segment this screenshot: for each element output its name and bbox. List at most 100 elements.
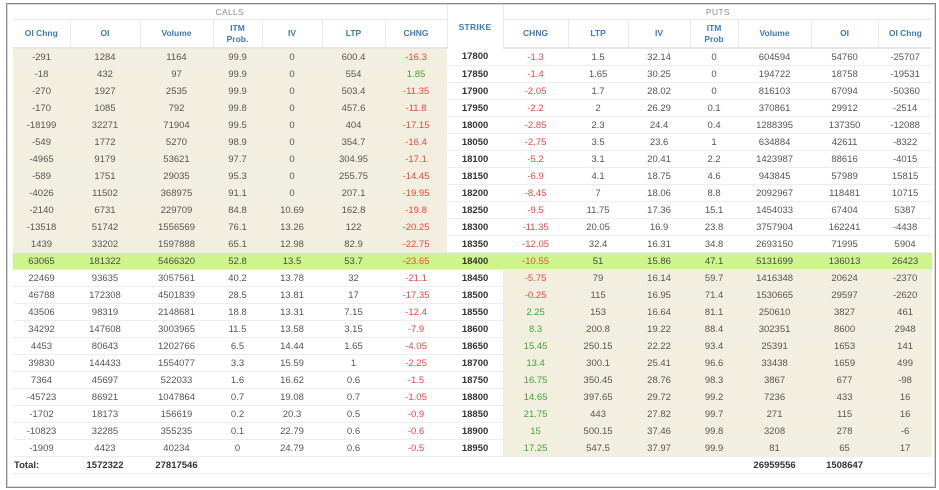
column-header-put-oi[interactable]: OI bbox=[811, 19, 879, 49]
table-row[interactable]: 22469 93635 3057561 40.2 13.78 32 -21.1 18450 -5… bbox=[13, 269, 933, 287]
column-header-put-oi-chng[interactable]: OI Chng bbox=[878, 19, 933, 49]
call-oi-cell: 11502 bbox=[70, 184, 140, 202]
call-oi-cell: 6731 bbox=[70, 201, 140, 219]
put-chng-cell: -10.55 bbox=[503, 252, 569, 270]
table-row[interactable]: -170 1085 792 99.8 0 457.6 -11.8 17950 -2.2 2 26.2… bbox=[13, 99, 933, 117]
empty-cell bbox=[878, 456, 933, 474]
table-row[interactable]: 7364 45697 522033 1.6 16.62 0.6 -1.5 18750 16.75… bbox=[13, 371, 933, 389]
column-header-call-chng[interactable]: CHNG bbox=[385, 19, 448, 49]
strike-cell: 18700 bbox=[447, 354, 504, 372]
table-row[interactable]: -13518 51742 1556569 76.1 13.26 122 -20.25 1830… bbox=[13, 218, 933, 236]
put-itm-prob-cell: 8.8 bbox=[690, 184, 739, 202]
strike-cell: 18600 bbox=[447, 320, 504, 338]
put-chng-cell: 16.75 bbox=[503, 371, 569, 389]
put-ltp-cell: 32.4 bbox=[568, 235, 629, 253]
table-row[interactable]: 1439 33202 1597888 65.1 12.98 82.9 -22.75 18350… bbox=[13, 235, 933, 253]
column-header-strike[interactable]: STRIKE bbox=[446, 5, 504, 48]
table-row[interactable]: -270 1927 2535 99.9 0 503.4 -11.35 17900 -2.05 1.… bbox=[13, 82, 933, 100]
column-header-call-itm-prob[interactable]: ITM Prob. bbox=[213, 19, 263, 49]
table-row[interactable]: -549 1772 5270 98.9 0 354.7 -16.4 18050 -2.75 3.5… bbox=[13, 133, 933, 151]
column-header-put-volume[interactable]: Volume bbox=[738, 19, 812, 49]
column-header-call-ltp[interactable]: LTP bbox=[322, 19, 386, 49]
table-row[interactable]: -4026 11502 368975 91.1 0 207.1 -19.95 18200 -8.… bbox=[13, 184, 933, 202]
call-oi-chng-cell: 7364 bbox=[13, 371, 70, 389]
table-row[interactable]: -18 432 97 99.9 0 554 1.85 17850 -1.4 1.65 30.25 0 1… bbox=[13, 65, 933, 83]
table-row[interactable]: -10823 32285 355235 0.1 22.79 0.6 -0.6 18900 15 5… bbox=[13, 422, 933, 440]
put-volume-cell: 271 bbox=[738, 405, 812, 423]
column-header-call-volume[interactable]: Volume bbox=[140, 19, 214, 49]
table-row[interactable]: 34292 147608 3003965 11.5 13.58 3.15 -7.9 18600… bbox=[13, 320, 933, 338]
call-chng-cell: -11.35 bbox=[385, 82, 448, 100]
put-itm-prob-cell: 99.7 bbox=[690, 405, 739, 423]
call-chng-cell: -0.9 bbox=[385, 405, 448, 423]
put-volume-cell: 194722 bbox=[738, 65, 812, 83]
column-header-put-itm-prob[interactable]: ITM Prob bbox=[690, 19, 739, 49]
call-iv-cell: 19.08 bbox=[262, 388, 322, 406]
call-ltp-cell: 0.7 bbox=[322, 388, 385, 406]
put-oi-chng-cell: 499 bbox=[878, 354, 933, 372]
put-oi-chng-cell: 26423 bbox=[878, 252, 933, 270]
call-oi-chng-cell: -170 bbox=[13, 99, 70, 117]
call-volume-cell: 40234 bbox=[140, 439, 213, 457]
call-iv-cell: 12.98 bbox=[262, 235, 322, 253]
call-volume-cell: 97 bbox=[140, 65, 213, 83]
put-oi-chng-cell: 16 bbox=[878, 388, 933, 406]
put-oi-cell: 18758 bbox=[811, 65, 879, 83]
call-chng-cell: -0.5 bbox=[385, 439, 448, 457]
table-row[interactable]: -589 1751 29035 95.3 0 255.75 -14.45 18150 -6.9 4… bbox=[13, 167, 933, 185]
put-itm-prob-cell: 99.8 bbox=[690, 422, 739, 440]
table-row[interactable]: -1702 18173 156619 0.2 20.3 0.5 -0.9 18850 21.75… bbox=[13, 405, 933, 423]
total-call-volume: 27817546 bbox=[140, 456, 213, 474]
call-chng-cell: -0.6 bbox=[385, 422, 448, 440]
put-iv-cell: 15.86 bbox=[628, 252, 691, 270]
table-row[interactable]: -2140 6731 229709 84.8 10.69 162.8 -19.8 18250-… bbox=[13, 201, 933, 219]
strike-cell: 18750 bbox=[447, 371, 504, 389]
put-ltp-cell: 3.5 bbox=[568, 133, 629, 151]
put-oi-cell: 278 bbox=[811, 422, 879, 440]
column-header-call-oi[interactable]: OI bbox=[70, 19, 141, 49]
call-itm-prob-cell: 76.1 bbox=[213, 218, 262, 236]
call-ltp-cell: 600.4 bbox=[322, 48, 385, 66]
column-header-put-ltp[interactable]: LTP bbox=[568, 19, 629, 49]
table-row[interactable]: -45723 86921 1047864 0.7 19.08 0.7 -1.05 18800 1… bbox=[13, 388, 933, 406]
put-iv-cell: 20.41 bbox=[628, 150, 691, 168]
table-row[interactable]: 39830 144433 1554077 3.3 15.59 1 -2.25 18700 13.… bbox=[13, 354, 933, 372]
table-row[interactable]: -4965 9179 53621 97.7 0 304.95 -17.1 18100 -5.2 3… bbox=[13, 150, 933, 168]
table-row[interactable]: -18199 32271 71904 99.5 0 404 -17.15 18000 -2.85… bbox=[13, 116, 933, 134]
column-header-call-oi-chng[interactable]: OI Chng bbox=[13, 19, 71, 49]
table-row[interactable]: 63065 181322 5466320 52.8 13.5 53.7 -23.65 1840… bbox=[13, 252, 933, 270]
put-oi-chng-cell: 5904 bbox=[878, 235, 933, 253]
call-iv-cell: 0 bbox=[262, 82, 322, 100]
put-itm-prob-cell: 0.1 bbox=[690, 99, 739, 117]
call-oi-chng-cell: -1909 bbox=[13, 439, 70, 457]
column-header-put-chng[interactable]: CHNG bbox=[503, 19, 569, 49]
put-oi-cell: 20624 bbox=[811, 269, 879, 287]
table-row[interactable]: 4453 80643 1202766 6.5 14.44 1.65 -4.05 18650 15… bbox=[13, 337, 933, 355]
put-volume-cell: 2693150 bbox=[738, 235, 812, 253]
put-ltp-cell: 4.1 bbox=[568, 167, 629, 185]
put-oi-cell: 115 bbox=[811, 405, 879, 423]
call-chng-cell: -17.15 bbox=[385, 116, 448, 134]
strike-cell: 18850 bbox=[447, 405, 504, 423]
put-volume-cell: 3867 bbox=[738, 371, 812, 389]
table-row[interactable]: -1909 4423 40234 0 24.79 0.6 -0.5 18950 17.25 547… bbox=[13, 439, 933, 457]
calls-group-header: CALLS bbox=[13, 5, 448, 20]
call-chng-cell: -17.1 bbox=[385, 150, 448, 168]
put-chng-cell: -0.25 bbox=[503, 286, 569, 304]
put-ltp-cell: 250.15 bbox=[568, 337, 629, 355]
call-volume-cell: 5466320 bbox=[140, 252, 213, 270]
call-ltp-cell: 32 bbox=[322, 269, 385, 287]
call-oi-cell: 80643 bbox=[70, 337, 140, 355]
total-put-volume: 26959556 bbox=[738, 456, 812, 474]
put-oi-cell: 42611 bbox=[811, 133, 879, 151]
empty-cell bbox=[213, 456, 262, 474]
put-iv-cell: 25.41 bbox=[628, 354, 691, 372]
total-call-oi: 1572322 bbox=[70, 456, 140, 474]
call-volume-cell: 368975 bbox=[140, 184, 213, 202]
column-header-put-iv[interactable]: IV bbox=[628, 19, 691, 49]
table-row[interactable]: 46788 172308 4501839 28.5 13.81 17 -17.35 18500… bbox=[13, 286, 933, 304]
column-header-call-iv[interactable]: IV bbox=[262, 19, 323, 49]
table-row[interactable]: 43506 98319 2148681 18.8 13.31 7.15 -12.4 18550… bbox=[13, 303, 933, 321]
call-ltp-cell: 354.7 bbox=[322, 133, 385, 151]
table-row[interactable]: -291 1284 1164 99.9 0 600.4 -16.3 17800 -1.3 1.5 3… bbox=[13, 48, 933, 66]
